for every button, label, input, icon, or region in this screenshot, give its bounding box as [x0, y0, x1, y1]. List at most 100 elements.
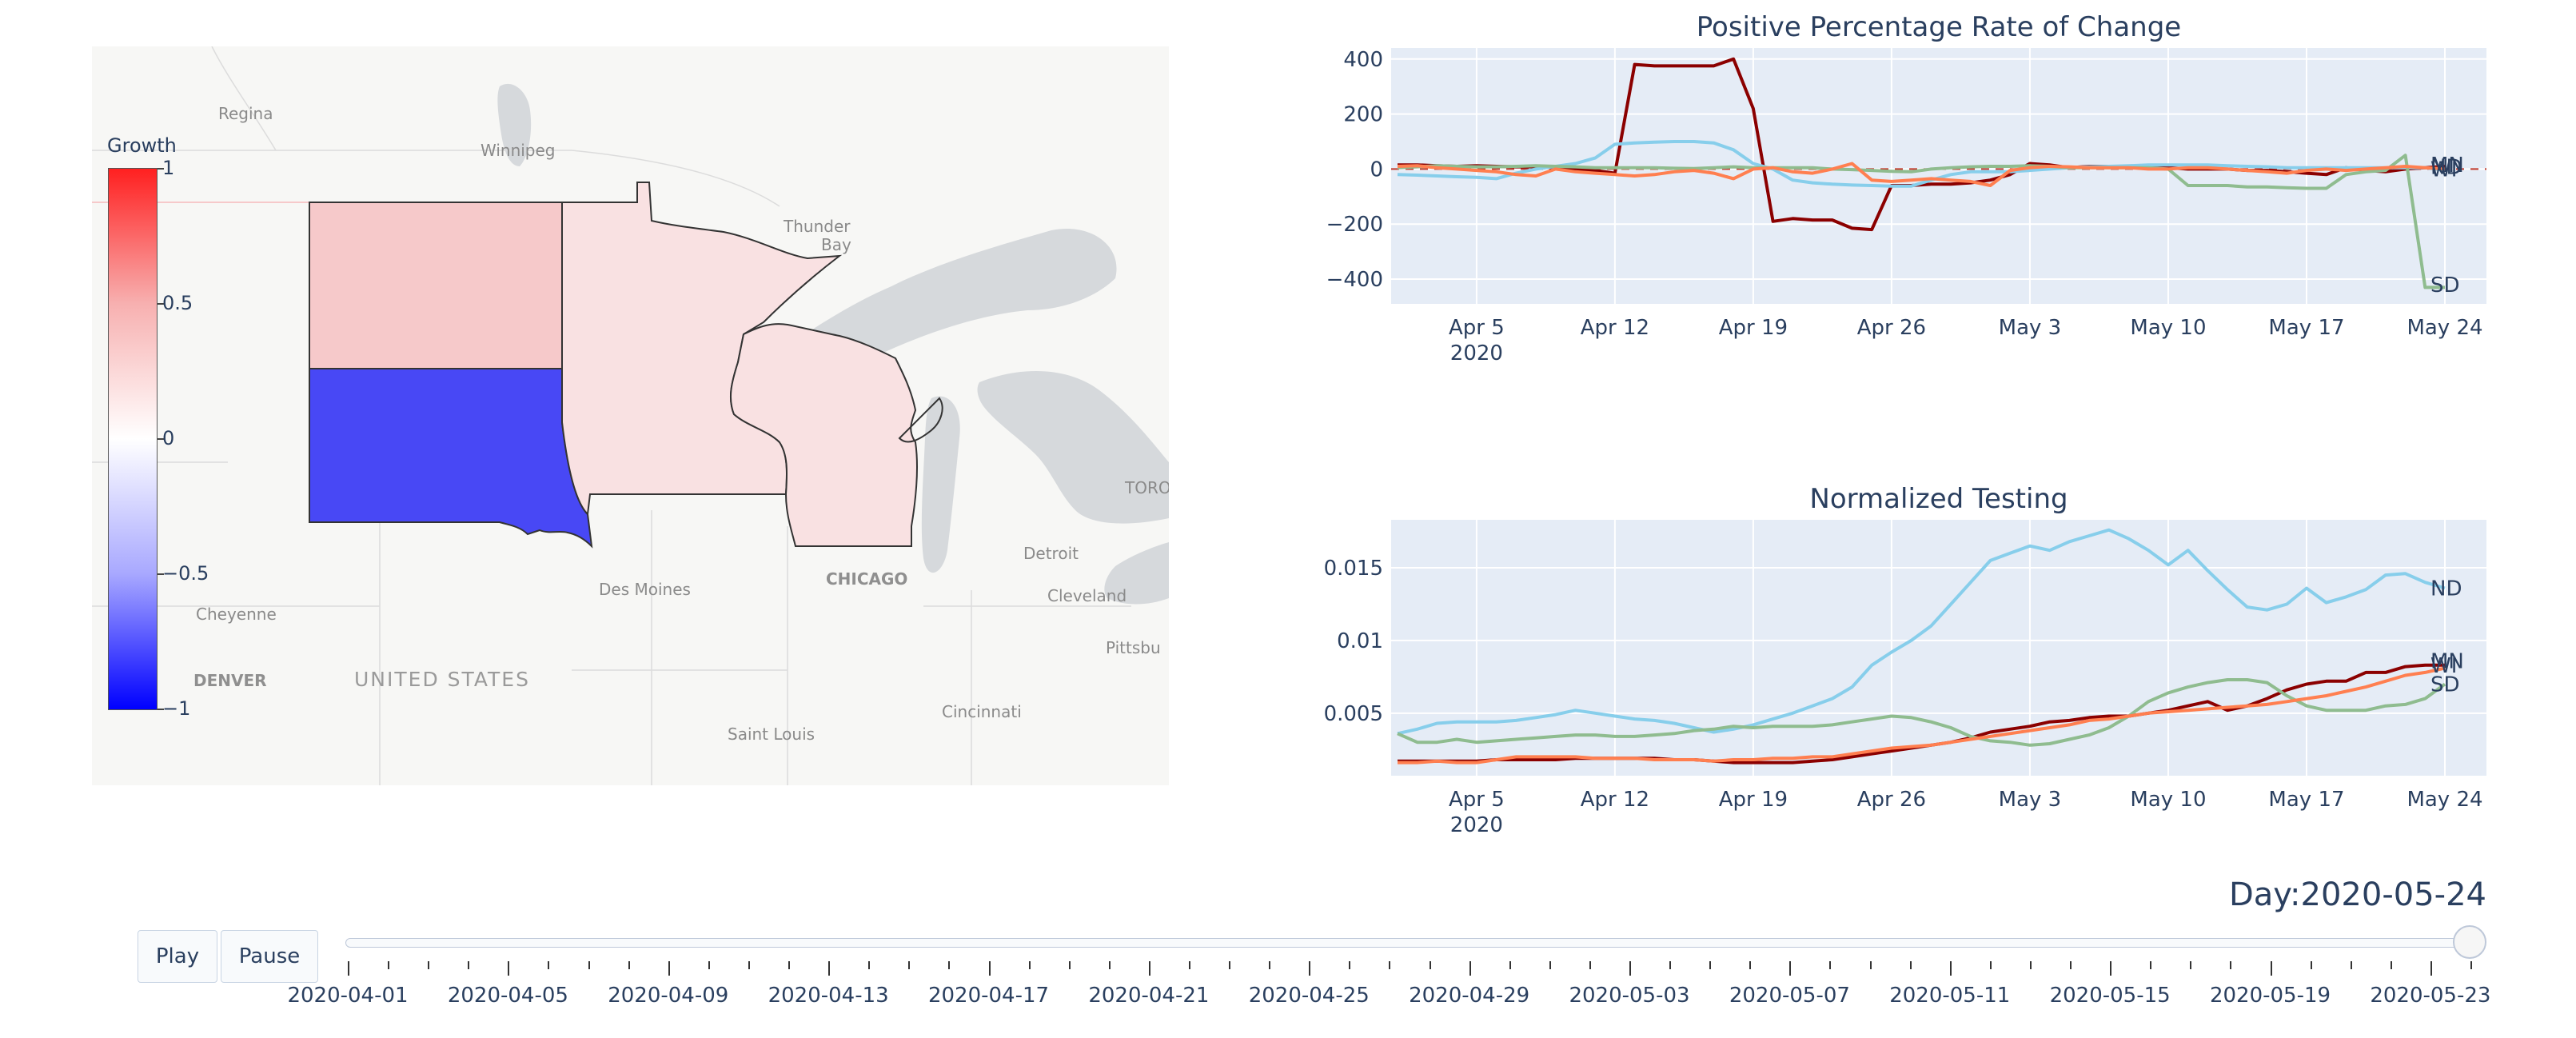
- slider-tick: [548, 961, 550, 969]
- series-end-label: ND: [2430, 577, 2462, 601]
- colorbar-tick-label: 1: [162, 157, 175, 179]
- x-tick-label: May 24: [2407, 788, 2482, 812]
- map-label-cincinnati: Cincinnati: [942, 702, 1022, 721]
- slider-tick: [1709, 961, 1712, 969]
- slider-tick: [2110, 961, 2112, 976]
- x-tick-label: May 17: [2268, 316, 2344, 340]
- x-tick-label: Apr 26: [1857, 788, 1926, 812]
- choropleth-map[interactable]: Regina Winnipeg Thunder Bay TORO Detroit…: [92, 46, 1169, 785]
- slider-tick: [2190, 961, 2192, 969]
- plot-area: [1391, 520, 2486, 776]
- x-tick-label: Apr 12: [1581, 316, 1649, 340]
- slider-tick: [988, 961, 991, 976]
- slider-date-label: 2020-05-07: [1729, 984, 1850, 1008]
- x-tick-label: Apr 12: [1581, 788, 1649, 812]
- slider-tick: [788, 961, 791, 969]
- state-north-dakota[interactable]: [309, 202, 563, 369]
- slider-tick: [348, 961, 349, 976]
- slider-tick: [1148, 961, 1150, 976]
- colorbar-tick-label: −0.5: [162, 562, 209, 585]
- slider-tick: [388, 961, 390, 969]
- x-tick-label: Apr 26: [1857, 316, 1926, 340]
- date-slider-handle[interactable]: [2453, 925, 2486, 959]
- x-tick-label: May 3: [1999, 788, 2062, 812]
- slider-tick: [1749, 961, 1752, 969]
- slider-date-label: 2020-05-19: [2209, 984, 2331, 1008]
- slider-tick: [1349, 961, 1351, 969]
- series-line: [1398, 666, 2446, 765]
- slider-tick: [628, 961, 630, 969]
- slider-tick: [1068, 961, 1071, 969]
- series-end-label: ND: [2430, 156, 2462, 180]
- slider-tick: [748, 961, 750, 969]
- slider-tick: [1789, 961, 1792, 976]
- state-wisconsin[interactable]: [729, 323, 919, 547]
- map-label-united-states: UNITED STATES: [354, 668, 530, 691]
- slider-date-label: 2020-04-01: [287, 984, 409, 1008]
- y-tick-label: 0.005: [1324, 702, 1383, 726]
- slider-tick: [1469, 961, 1471, 976]
- slider-tick: [2230, 961, 2232, 969]
- map-label-detroit: Detroit: [1023, 544, 1079, 563]
- series-end-label: MN: [2430, 649, 2464, 673]
- series-line: [1397, 154, 2445, 289]
- series-line: [1397, 528, 2446, 736]
- slider-date-label: 2020-04-05: [447, 984, 568, 1008]
- x-tick-label: Apr 5: [1449, 788, 1505, 812]
- slider-tick: [868, 961, 871, 969]
- slider-tick: [1309, 961, 1311, 976]
- colorbar-tick-mark: [158, 438, 164, 440]
- x-tick-label: Apr 19: [1719, 788, 1788, 812]
- x-tick-label: May 10: [2130, 788, 2206, 812]
- lake-huron: [977, 371, 1169, 524]
- colorbar-tick-label: −1: [162, 697, 191, 720]
- colorbar-tick-mark: [158, 573, 164, 575]
- x-tick-label: May 3: [1999, 316, 2062, 340]
- y-tick-label: 400: [1343, 48, 1383, 72]
- slider-tick: [828, 961, 831, 976]
- slider-tick: [1429, 961, 1431, 969]
- map-label-pittsburgh: Pittsbu: [1106, 638, 1161, 657]
- slider-tick: [1629, 961, 1632, 976]
- y-tick-label: 0: [1370, 158, 1383, 182]
- map-label-denver: DENVER: [193, 671, 267, 690]
- series-end-label: SD: [2430, 673, 2460, 697]
- state-south-dakota[interactable]: [309, 368, 593, 549]
- map-label-chicago: CHICAGO: [826, 569, 908, 589]
- chart-title: Positive Percentage Rate of Change: [1697, 11, 2181, 43]
- pause-button[interactable]: Pause: [221, 930, 318, 983]
- play-button[interactable]: Play: [138, 930, 217, 983]
- slider-current-day: Day:2020-05-24: [2228, 876, 2486, 913]
- slider-tick: [1829, 961, 1832, 969]
- slider-tick: [1108, 961, 1111, 969]
- slider-date-label: 2020-04-21: [1088, 984, 1210, 1008]
- y-tick-label: −400: [1326, 268, 1383, 292]
- slider-tick: [1188, 961, 1190, 969]
- colorbar-tick-mark: [158, 168, 164, 170]
- chart-positive-rate-of-change[interactable]: Positive Percentage Rate of Change Apr 5 A…: [1295, 0, 2494, 376]
- y-tick-label: 0.015: [1324, 557, 1383, 581]
- slider-date-label: 2020-04-25: [1248, 984, 1370, 1008]
- x-tick-label: May 24: [2407, 316, 2482, 340]
- slider-date-label: 2020-05-03: [1569, 984, 1690, 1008]
- slider-tick: [2470, 961, 2472, 969]
- slider-tick: [1028, 961, 1031, 969]
- slider-tick: [2310, 961, 2312, 969]
- series-end-label: MN: [2430, 154, 2464, 178]
- slider-tick: [1229, 961, 1231, 969]
- slider-date-label: 2020-04-29: [1409, 984, 1530, 1008]
- map-label-des-moines: Des Moines: [599, 580, 691, 599]
- slider-tick: [668, 961, 670, 976]
- series-end-label: WI: [2430, 158, 2457, 182]
- colorbar-tick-label: 0.5: [162, 292, 193, 314]
- date-slider-rail[interactable]: [345, 938, 2470, 948]
- x-tick-label: Apr 19: [1719, 316, 1788, 340]
- map-label-toro: TORO: [1125, 478, 1169, 497]
- chart-normalized-testing[interactable]: Normalized Testing Apr 5 Apr 12 Apr 19 Apr 2…: [1295, 472, 2494, 848]
- colorbar-title: Growth: [107, 134, 177, 157]
- colorbar: [108, 168, 158, 710]
- map-basemap: [92, 46, 1169, 785]
- slider-tick: [948, 961, 951, 969]
- x-year-label: 2020: [1450, 813, 1503, 837]
- slider-tick: [1549, 961, 1551, 969]
